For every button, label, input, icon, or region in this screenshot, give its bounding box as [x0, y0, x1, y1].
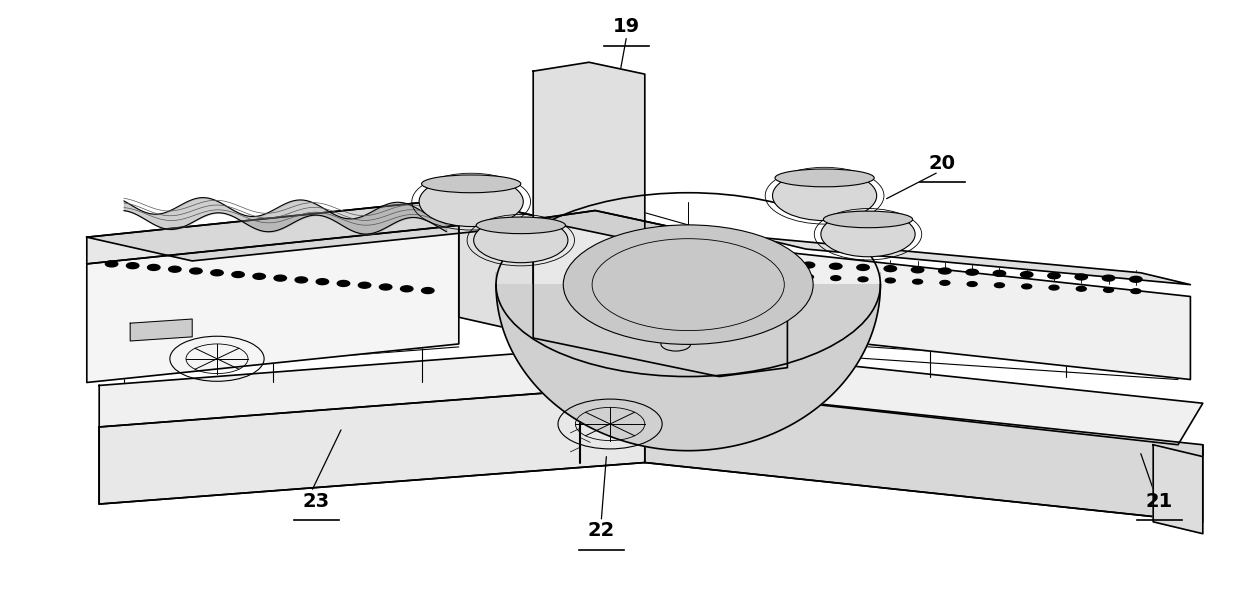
Circle shape [1102, 275, 1115, 281]
Polygon shape [87, 225, 459, 382]
Polygon shape [756, 237, 1190, 285]
Circle shape [274, 275, 286, 281]
Polygon shape [87, 199, 564, 261]
Circle shape [776, 273, 786, 278]
Circle shape [775, 261, 787, 267]
Polygon shape [99, 385, 645, 504]
Circle shape [295, 277, 308, 283]
Ellipse shape [775, 169, 874, 187]
Polygon shape [99, 344, 1203, 445]
Circle shape [232, 272, 244, 278]
Polygon shape [533, 211, 787, 377]
Circle shape [1130, 276, 1142, 282]
Circle shape [773, 171, 877, 221]
Circle shape [169, 266, 181, 272]
Circle shape [940, 280, 950, 285]
Circle shape [1075, 274, 1087, 280]
Circle shape [190, 268, 202, 274]
Circle shape [1104, 288, 1114, 292]
Circle shape [401, 286, 413, 292]
Polygon shape [645, 385, 1203, 522]
Circle shape [993, 270, 1006, 276]
Circle shape [858, 277, 868, 282]
Ellipse shape [422, 175, 521, 193]
Circle shape [126, 263, 139, 269]
Circle shape [830, 263, 842, 269]
Text: 20: 20 [929, 154, 956, 173]
Circle shape [911, 267, 924, 273]
Text: 19: 19 [613, 17, 640, 36]
Circle shape [379, 284, 392, 290]
Polygon shape [87, 199, 459, 264]
Circle shape [316, 279, 329, 285]
Circle shape [358, 282, 371, 288]
Circle shape [211, 270, 223, 276]
Circle shape [563, 225, 813, 345]
Circle shape [1049, 285, 1059, 290]
Polygon shape [533, 62, 645, 368]
Text: 22: 22 [588, 521, 615, 540]
Circle shape [419, 177, 523, 227]
Circle shape [913, 279, 923, 284]
Circle shape [939, 268, 951, 274]
Ellipse shape [823, 211, 913, 228]
Polygon shape [1153, 445, 1203, 534]
Circle shape [885, 278, 895, 283]
Circle shape [148, 264, 160, 270]
Polygon shape [533, 211, 787, 261]
Circle shape [1048, 273, 1060, 279]
Circle shape [337, 280, 350, 286]
Circle shape [474, 218, 568, 263]
Circle shape [967, 282, 977, 286]
Circle shape [857, 264, 869, 270]
Circle shape [802, 262, 815, 268]
Polygon shape [459, 199, 564, 341]
Circle shape [831, 276, 841, 280]
Circle shape [422, 288, 434, 294]
Text: 23: 23 [303, 492, 330, 511]
Circle shape [105, 261, 118, 267]
Circle shape [1021, 272, 1033, 278]
Circle shape [966, 269, 978, 275]
Circle shape [804, 275, 813, 279]
Ellipse shape [476, 217, 565, 234]
Circle shape [1131, 289, 1141, 294]
Polygon shape [756, 249, 1190, 380]
Polygon shape [496, 285, 880, 451]
Circle shape [1022, 284, 1032, 289]
Circle shape [821, 212, 915, 257]
Text: 21: 21 [1146, 492, 1173, 511]
Circle shape [884, 266, 897, 272]
Circle shape [253, 273, 265, 279]
Circle shape [994, 283, 1004, 288]
Circle shape [1076, 286, 1086, 291]
Polygon shape [130, 319, 192, 341]
